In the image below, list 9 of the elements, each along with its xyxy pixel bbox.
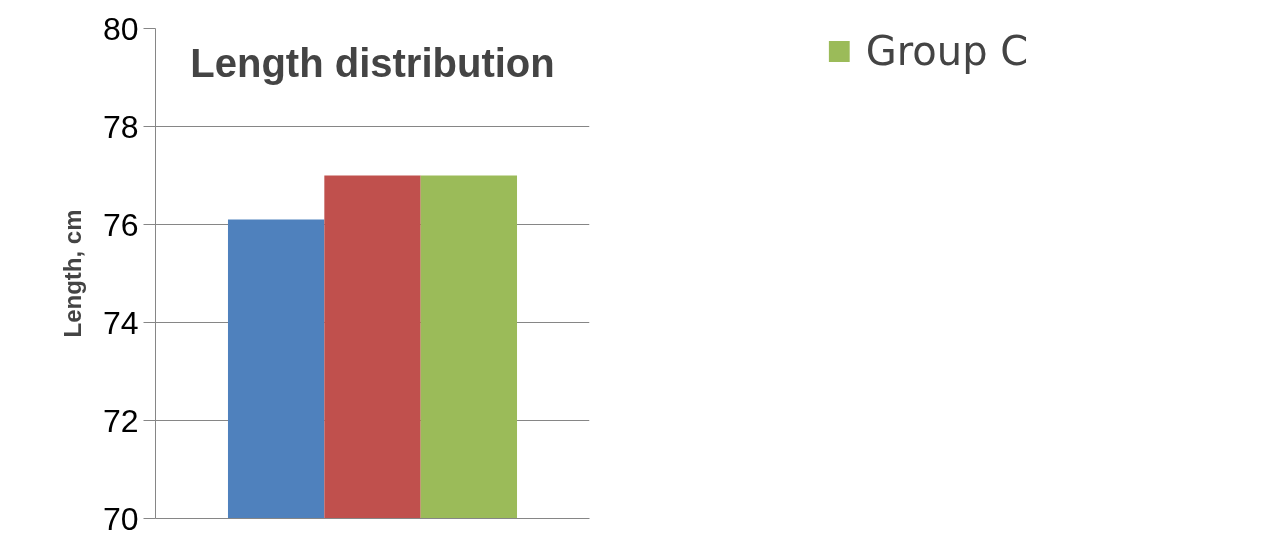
y-tick-label: 74 bbox=[102, 304, 139, 341]
chart-title: Length distribution bbox=[190, 40, 555, 85]
legend-label: Group C bbox=[865, 28, 1029, 74]
y-tick-label: 70 bbox=[102, 500, 139, 534]
y-tick-label: 76 bbox=[102, 206, 139, 243]
y-tick-label: 72 bbox=[102, 402, 139, 439]
y-tick-label: 80 bbox=[102, 10, 139, 47]
y-axis-title: Length, cm bbox=[58, 209, 86, 338]
y-tick-label: 78 bbox=[102, 108, 139, 145]
